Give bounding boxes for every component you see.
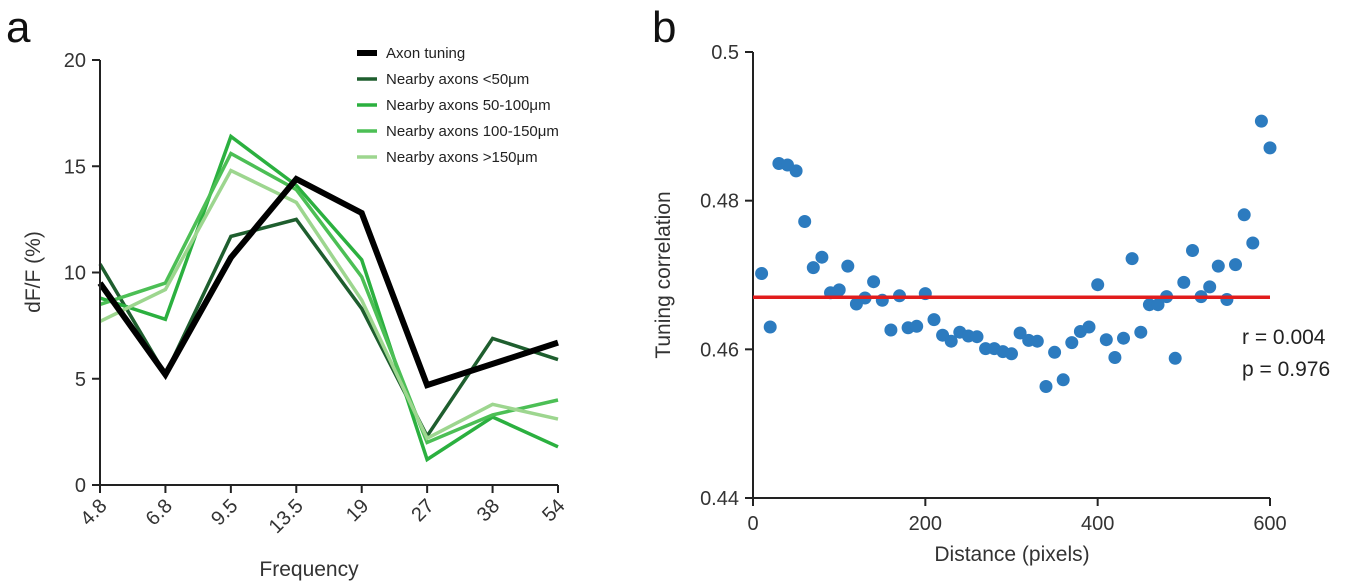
panel-b-scatter-point bbox=[1151, 298, 1165, 312]
panel-b-scatter-point bbox=[1254, 114, 1268, 128]
panel-a-x-tick-label: 9.5 bbox=[207, 495, 242, 530]
panel-a-x-tick-label: 38 bbox=[473, 495, 504, 526]
panel-a-y-tick-label: 15 bbox=[64, 156, 86, 178]
panel-a-legend-label-3: Nearby axons 100-150μm bbox=[386, 123, 559, 140]
panel-b-scatter-point bbox=[910, 319, 924, 333]
panel-a-series-lines bbox=[97, 133, 559, 463]
panel-a-x-ticks: 4.8 6.8 9.5 13.5 19 27 38 54 bbox=[76, 485, 570, 538]
panel-b-scatter-point bbox=[1099, 333, 1113, 347]
panel-b-scatter-point bbox=[1237, 208, 1251, 222]
panel-b-scatter-point bbox=[1039, 380, 1053, 393]
panel-b-scatter-point bbox=[832, 283, 846, 297]
panel-b-y-tick-label: 0.44 bbox=[700, 488, 739, 510]
panel-a-x-tick-label: 19 bbox=[342, 495, 373, 526]
panel-a-x-tick-label: 54 bbox=[538, 495, 569, 526]
panel-b-y-tick-label: 0.48 bbox=[700, 191, 739, 213]
panel-a-x-tick-label: 4.8 bbox=[76, 495, 111, 530]
panel-b-scatter-point bbox=[763, 320, 777, 334]
panel-b-x-ticks: 0 200 400 600 bbox=[747, 498, 1287, 535]
panel-b-scatter-point bbox=[1030, 334, 1044, 348]
panel-b-scatter-point bbox=[1013, 326, 1027, 340]
panel-b-scatter-point bbox=[1056, 373, 1070, 387]
panel-a-series-line-0 bbox=[97, 175, 559, 389]
panel-b-y-ticks: 0.44 0.46 0.48 0.5 bbox=[700, 42, 753, 510]
panel-b-scatter-point bbox=[1203, 280, 1217, 294]
panel-b-scatter-point bbox=[789, 164, 803, 178]
panel-b-scatter-point bbox=[1246, 236, 1260, 250]
panel-b-x-tick-label: 0 bbox=[747, 513, 758, 535]
panel-b-y-tick-label: 0.46 bbox=[700, 339, 739, 361]
panel-a-y-tick-label: 20 bbox=[64, 50, 86, 72]
panel-b-scatter-point bbox=[1048, 345, 1062, 359]
panel-b-scatter-point bbox=[1082, 320, 1096, 334]
panel-b: b 0.44 0.46 0.48 0.5 0 200 400 600 Tuning corr… bbox=[652, 3, 1330, 566]
panel-a-legend-label-2: Nearby axons 50-100μm bbox=[386, 97, 551, 114]
panel-b-scatter-point bbox=[867, 275, 881, 289]
panel-b-scatter-point bbox=[1177, 275, 1191, 289]
panel-b-scatter-points bbox=[755, 114, 1277, 393]
panel-b-r-annotation: r = 0.004 bbox=[1242, 326, 1326, 349]
panel-a-y-tick-label: 10 bbox=[64, 263, 86, 285]
panel-b-x-tick-label: 600 bbox=[1253, 513, 1286, 535]
panel-b-scatter-point bbox=[970, 330, 984, 344]
panel-b-scatter-point bbox=[1186, 244, 1199, 257]
panel-b-scatter-point bbox=[944, 334, 958, 348]
panel-b-scatter-point bbox=[1220, 293, 1234, 306]
panel-b-x-axis-label: Distance (pixels) bbox=[934, 543, 1089, 566]
panel-a-x-tick-label: 6.8 bbox=[142, 495, 177, 530]
panel-b-letter: b bbox=[652, 3, 676, 52]
panel-b-scatter-point bbox=[841, 259, 855, 273]
panel-b-p-annotation: p = 0.976 bbox=[1242, 358, 1330, 381]
panel-a-legend-label-1: Nearby axons <50μm bbox=[386, 71, 529, 88]
panel-b-y-tick-label: 0.5 bbox=[711, 42, 739, 64]
panel-a-series-line-2 bbox=[99, 133, 559, 463]
panel-a-x-axis-label: Frequency bbox=[259, 558, 359, 581]
panel-b-scatter-point bbox=[1005, 347, 1018, 361]
panel-a-x-tick-label: 27 bbox=[407, 495, 438, 526]
panel-a-legend-label-0: Axon tuning bbox=[386, 45, 465, 62]
panel-b-scatter-point bbox=[927, 313, 941, 327]
panel-a-x-tick-label: 13.5 bbox=[265, 495, 308, 538]
panel-b-scatter-point bbox=[755, 267, 769, 280]
panel-a-legend: Axon tuning Nearby axons <50μm Nearby axon… bbox=[357, 45, 559, 166]
panel-b-scatter-point bbox=[1263, 141, 1277, 155]
panel-a-series-line-3 bbox=[99, 151, 559, 445]
panel-a-y-tick-label: 0 bbox=[75, 475, 86, 497]
panel-b-x-tick-label: 400 bbox=[1081, 513, 1114, 535]
panel-b-scatter-point bbox=[806, 261, 820, 275]
panel-a-series-line-4 bbox=[99, 168, 559, 441]
panel-a-letter: a bbox=[6, 3, 31, 52]
panel-b-scatter-point bbox=[798, 215, 812, 228]
panel-a: a 0 5 10 15 20 4.8 6.8 9.5 13.5 19 27 38 54 dF/F (%… bbox=[6, 3, 570, 581]
panel-a-y-tick-label: 5 bbox=[75, 369, 86, 391]
panel-b-scatter-point bbox=[1065, 336, 1079, 350]
panel-a-legend-label-4: Nearby axons >150μm bbox=[386, 149, 538, 166]
panel-b-scatter-point bbox=[1117, 331, 1130, 345]
panel-b-scatter-point bbox=[1134, 325, 1148, 339]
panel-b-scatter-point bbox=[1108, 351, 1122, 364]
panel-b-scatter-point bbox=[1229, 258, 1242, 272]
panel-b-scatter-point bbox=[884, 323, 898, 337]
panel-a-y-axis-label: dF/F (%) bbox=[22, 231, 45, 313]
panel-b-scatter-point bbox=[1125, 252, 1139, 266]
panel-b-scatter-point bbox=[815, 250, 829, 264]
panel-b-x-tick-label: 200 bbox=[909, 513, 942, 535]
panel-b-scatter-point bbox=[1211, 259, 1225, 273]
panel-b-scatter-point bbox=[1168, 351, 1182, 365]
panel-a-y-ticks: 0 5 10 15 20 bbox=[64, 50, 100, 497]
panel-b-scatter-point bbox=[1091, 278, 1105, 292]
panel-b-y-axis-label: Tuning correlation bbox=[652, 191, 675, 358]
